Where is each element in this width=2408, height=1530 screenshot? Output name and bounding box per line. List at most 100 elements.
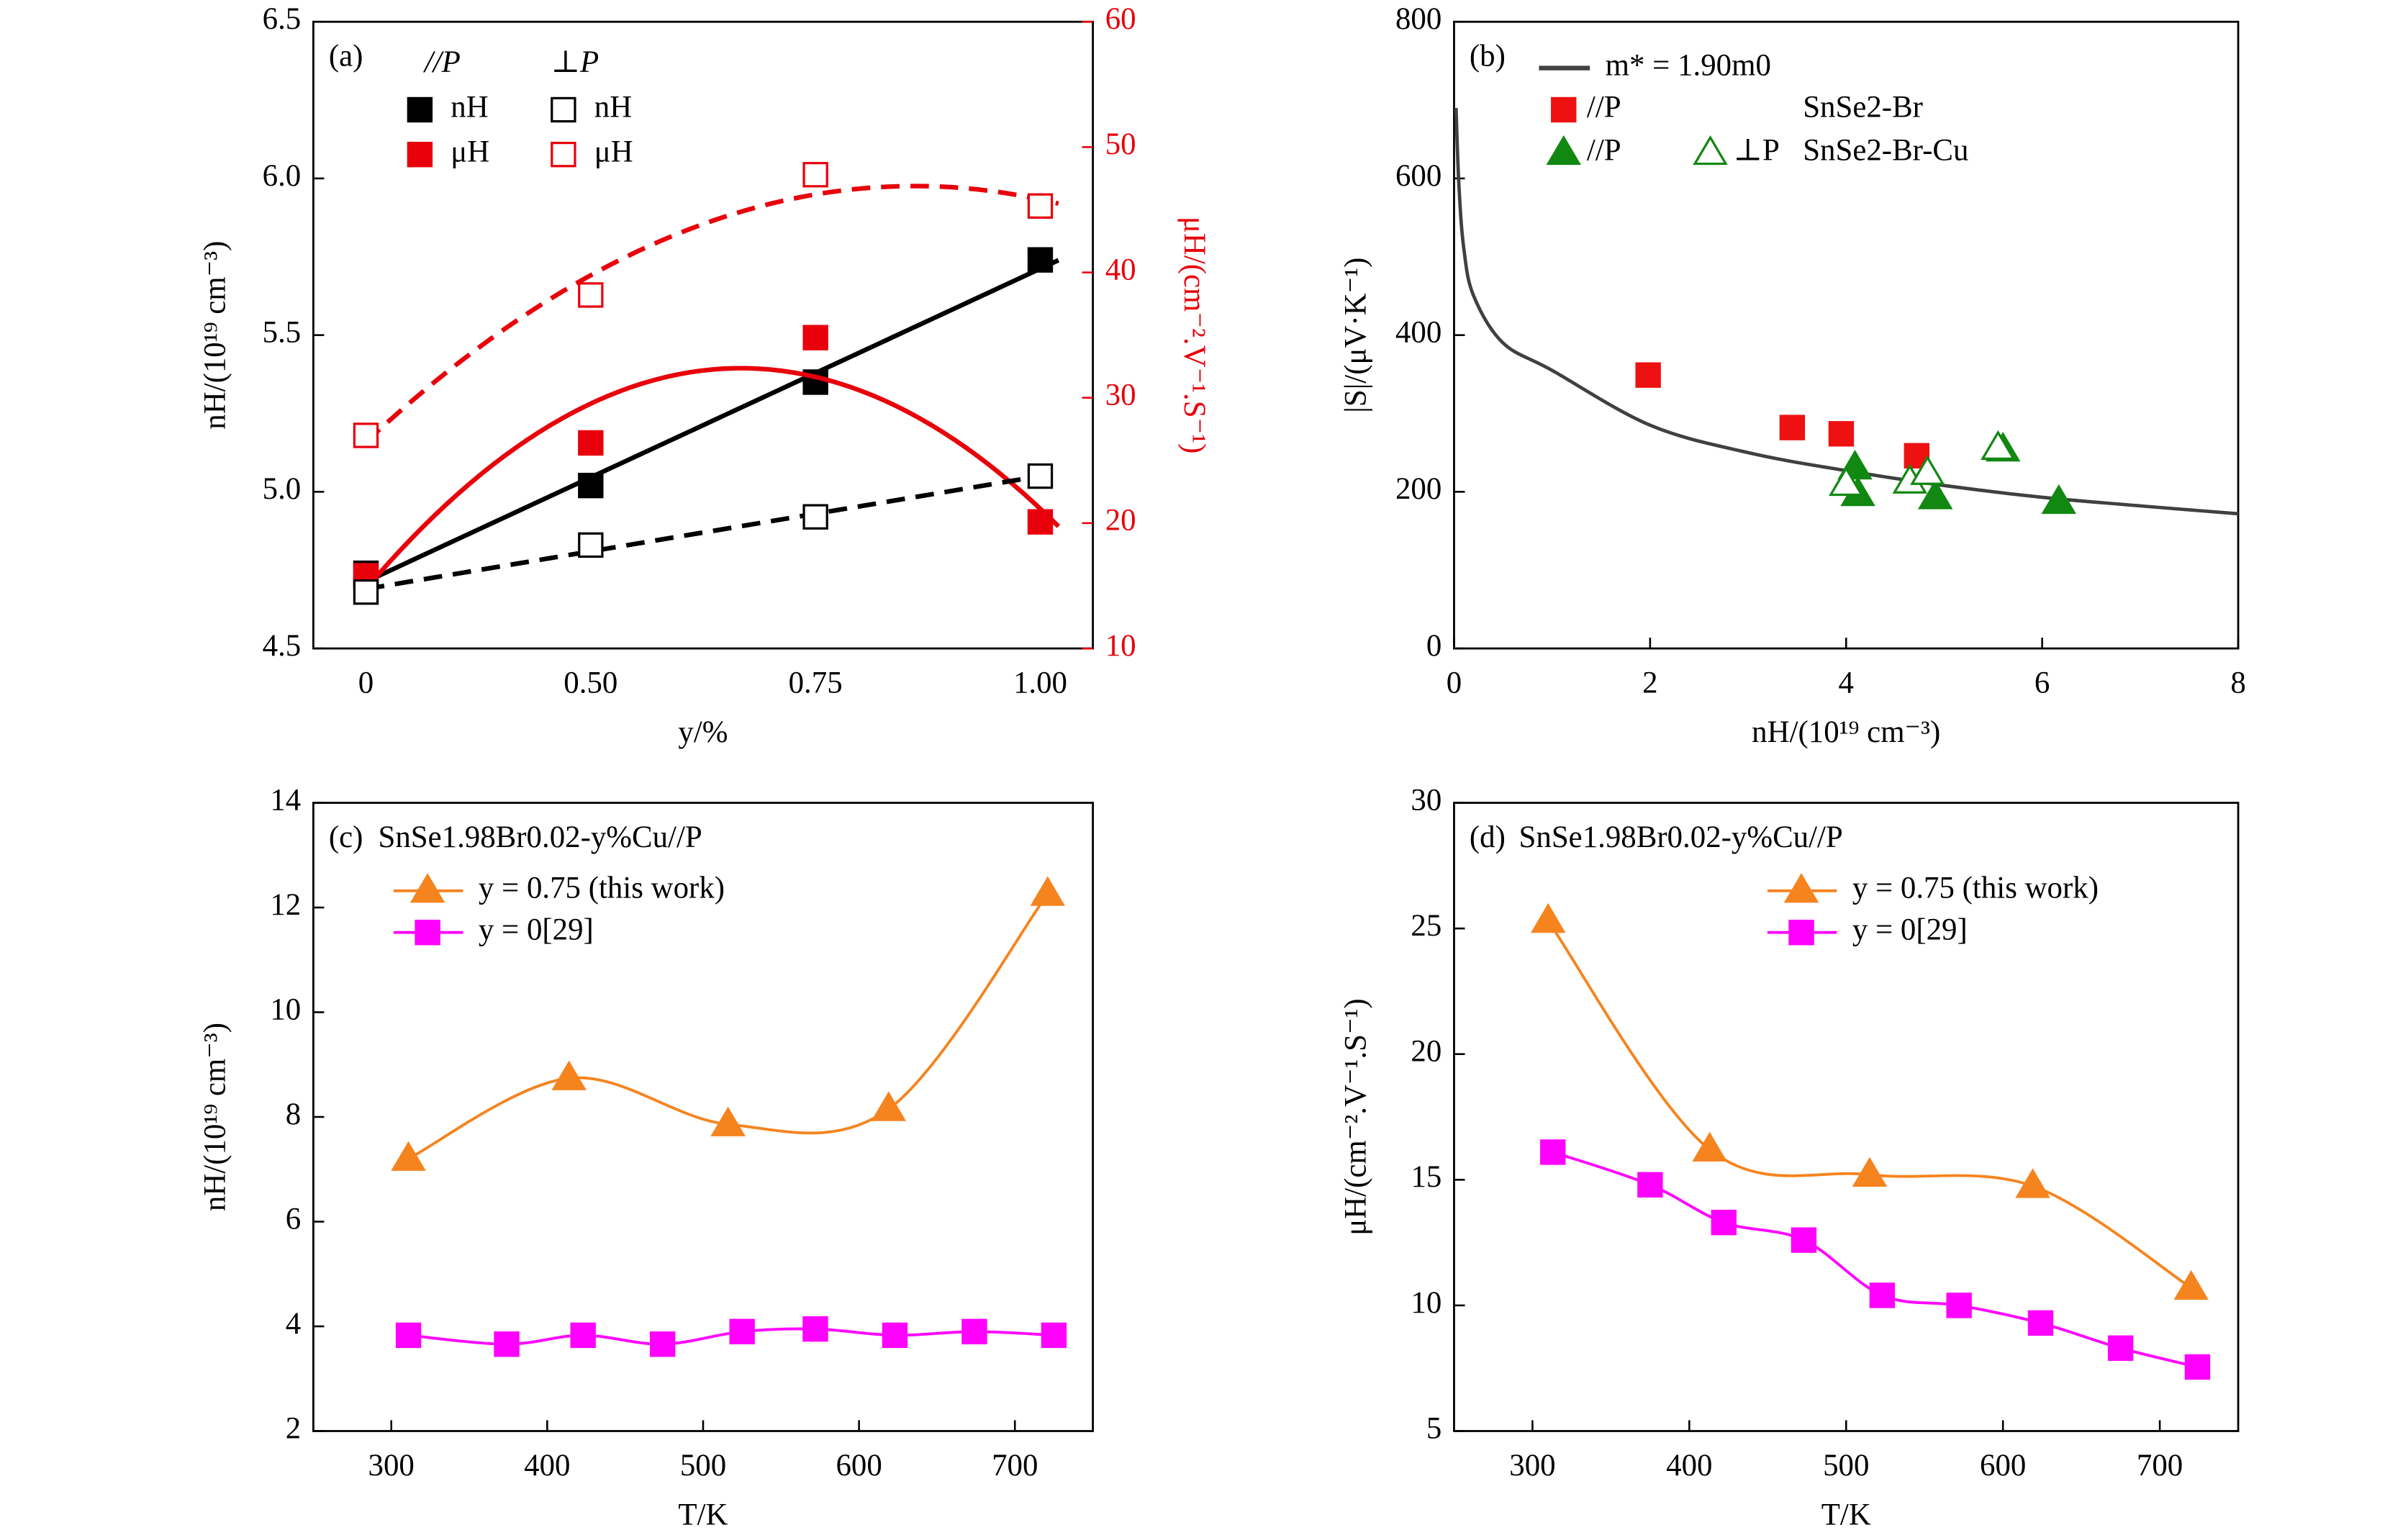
fit-line — [364, 366, 1061, 591]
legend-label: μH — [451, 135, 489, 169]
y-tick-label: 4 — [286, 1307, 301, 1341]
series-line — [1454, 107, 2239, 516]
x-tick-label: 700 — [2137, 1449, 2183, 1483]
legend-label: y = 0[29] — [1852, 913, 1968, 947]
data-point — [1791, 1227, 1817, 1253]
data-point — [578, 472, 604, 499]
y2-tick-label: 20 — [1105, 504, 1136, 538]
data-point — [578, 430, 604, 456]
data-point — [578, 532, 604, 558]
data-point — [871, 1091, 907, 1121]
y2-tick-label: 10 — [1105, 629, 1136, 663]
y-tick-label: 5.5 — [263, 315, 302, 349]
panel-label: (a) — [329, 40, 363, 73]
legend-marker — [1551, 96, 1577, 123]
data-point — [2027, 1310, 2054, 1336]
y-tick-label: 10 — [1411, 1286, 1441, 1320]
y-tick-label: 2 — [286, 1411, 301, 1445]
data-point — [551, 1060, 587, 1090]
data-point — [1027, 509, 1054, 535]
data-point — [2041, 484, 2077, 515]
x-tick-label: 600 — [836, 1449, 882, 1483]
legend-label: μH — [594, 135, 633, 169]
y-tick-label: 15 — [1411, 1160, 1441, 1194]
legend-label: y = 0[29] — [479, 913, 594, 947]
data-point — [1041, 1322, 1067, 1349]
legend-group-label: SnSe2-Br-Cu — [1803, 133, 1968, 167]
fit-line — [365, 258, 1060, 584]
legend-group-label: SnSe2-Br — [1803, 90, 1923, 124]
data-point — [2184, 1354, 2211, 1380]
data-point — [1692, 1131, 1727, 1162]
data-point — [1530, 903, 1566, 933]
legend-marker — [407, 96, 433, 123]
x-tick-label: 400 — [524, 1449, 570, 1483]
panel-label: (c) — [329, 820, 363, 854]
data-point — [1917, 479, 1953, 510]
x-tick-label: 1.00 — [1013, 666, 1067, 700]
y-tick-label: 600 — [1395, 159, 1441, 193]
y-axis-label: |S|/(μV·K⁻¹) — [1339, 258, 1372, 413]
y-tick-label: 6.5 — [263, 2, 302, 36]
data-point — [1869, 1282, 1896, 1308]
y2-axis-label: μH/(cm⁻².V⁻¹.S⁻¹) — [1177, 217, 1211, 454]
y-tick-label: 8 — [286, 1097, 301, 1131]
data-point — [1637, 1172, 1663, 1198]
x-tick-label: 600 — [1980, 1449, 2026, 1483]
y-tick-label: 800 — [1395, 2, 1441, 36]
y2-tick-label: 40 — [1105, 253, 1136, 286]
legend-label: nH — [594, 90, 632, 124]
fit-line — [364, 184, 1059, 444]
y-tick-label: 400 — [1395, 315, 1441, 349]
data-point — [353, 422, 379, 448]
legend-label: nH — [451, 90, 488, 124]
x-tick-label: 500 — [680, 1449, 726, 1483]
x-tick-label: 300 — [1509, 1449, 1555, 1483]
data-point — [802, 325, 828, 350]
legend-group-header: ⊥P — [551, 45, 599, 79]
legend-label: m* = 1.90m0 — [1606, 48, 1771, 82]
data-point — [1779, 415, 1806, 440]
legend-marker — [1693, 135, 1728, 166]
x-tick-label: 6 — [2034, 666, 2050, 700]
x-axis-label: nH/(10¹⁹ cm⁻³) — [1752, 715, 1940, 749]
data-point — [882, 1322, 908, 1349]
x-axis-label: y/% — [678, 715, 728, 749]
data-point — [729, 1318, 755, 1344]
legend-marker — [1546, 135, 1582, 166]
data-point — [570, 1322, 596, 1349]
panel-subtitle: SnSe1.98Br0.02-y%Cu//P — [1519, 820, 1843, 854]
data-point — [2015, 1168, 2050, 1198]
legend-marker — [1788, 920, 1814, 946]
data-point — [1828, 421, 1855, 447]
x-tick-label: 2 — [1642, 666, 1657, 700]
data-point — [802, 1316, 828, 1342]
legend-label: //P — [1587, 133, 1621, 167]
y-tick-label: 5.0 — [263, 472, 302, 506]
y-tick-label: 20 — [1411, 1035, 1441, 1069]
legend-label: //P — [1587, 90, 1621, 124]
x-tick-label: 0.75 — [789, 666, 843, 700]
data-point — [710, 1106, 746, 1136]
x-tick-label: 4 — [1839, 666, 1854, 700]
y-axis-label: nH/(10¹⁹ cm⁻³) — [198, 241, 232, 430]
data-point — [1027, 193, 1054, 219]
x-tick-label: 500 — [1823, 1449, 1869, 1483]
x-axis-label: T/K — [1821, 1498, 1871, 1530]
data-point — [1711, 1209, 1737, 1236]
y-tick-label: 6.0 — [263, 159, 302, 193]
y-axis-label: μH/(cm⁻².V⁻¹.S⁻¹) — [1339, 998, 1372, 1236]
series-line — [1547, 920, 2192, 1290]
x-tick-label: 400 — [1666, 1449, 1712, 1483]
data-point — [395, 1322, 422, 1349]
x-tick-label: 8 — [2230, 666, 2245, 700]
data-point — [1829, 466, 1864, 497]
data-point — [2173, 1269, 2209, 1300]
legend-group-header: //P — [423, 45, 461, 79]
legend-label: ⊥P — [1734, 133, 1780, 167]
y-tick-label: 30 — [1411, 783, 1441, 817]
y-tick-label: 14 — [270, 783, 301, 817]
data-point — [802, 162, 828, 188]
x-tick-label: 0 — [1447, 666, 1462, 700]
y-tick-label: 200 — [1395, 472, 1441, 506]
